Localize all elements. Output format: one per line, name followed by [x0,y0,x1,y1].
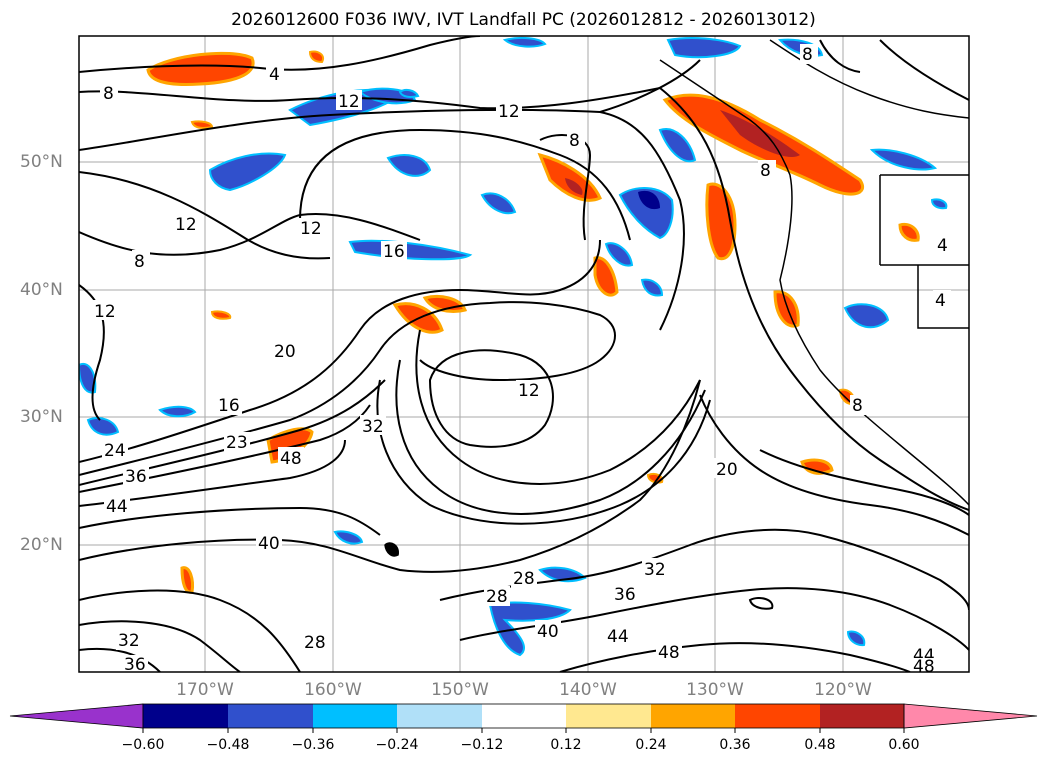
lat-label: 20°N [20,535,63,555]
colorbar-tick-label: −0.36 [291,737,335,753]
lat-label: 40°N [20,280,63,300]
lat-label: 30°N [20,407,63,427]
lon-label: 120°W [814,680,872,700]
colorbar-bin [313,704,397,728]
lon-label: 130°W [686,680,744,700]
colorbar-tick-label: 0.12 [550,737,582,753]
contour-label: 23 [226,433,248,453]
contour-label: 48 [658,643,680,663]
contour-label: 40 [258,534,280,554]
contour-label: 20 [274,342,296,362]
colorbar-bin [566,704,651,728]
contour-label: 8 [569,131,580,151]
contour-label: 28 [304,633,326,653]
lon-label: 160°W [304,680,362,700]
contour-label: 8 [134,252,145,272]
contour-label: 4 [937,236,948,256]
contour-label: 32 [118,631,140,651]
contour-label: 20 [716,460,738,480]
contour-label: 48 [280,449,302,469]
contour-label: 32 [644,560,666,580]
colorbar-bin [820,704,904,728]
colorbar [9,703,1038,733]
contour-labels: 4 8 12 12 8 8 12 12 8 16 12 20 16 12 24 … [92,44,953,677]
contour-label: 8 [802,45,813,65]
colorbar-bin [397,704,482,728]
lon-label: 150°W [431,680,489,700]
contour-label: 12 [175,215,197,235]
contour-label: 12 [498,102,520,122]
colorbar-tick-label: −0.24 [375,737,419,753]
colorbar-bin [143,704,228,728]
contour-label: 36 [614,585,636,605]
positive-pc-regions [146,50,920,594]
colorbar-extend-high [903,703,1038,729]
colorbar-extend-low [9,703,144,729]
contour-label: 28 [513,569,535,589]
contour-label: 44 [106,497,128,517]
colorbar-bin [735,704,820,728]
colorbar-tick-label: 0.36 [719,737,751,753]
colorbar-bin [228,704,313,728]
colorbar-tick-label: −0.48 [206,737,250,753]
lon-label: 140°W [559,680,617,700]
contour-label: 16 [383,242,405,262]
contour-label: 12 [338,92,360,112]
lon-label: 170°W [176,680,234,700]
map-background [79,36,969,672]
contour-label: 36 [124,655,146,675]
contour-label: 48 [913,657,935,677]
contour-label: 8 [103,84,114,104]
colorbar-tick-label: −0.60 [121,737,165,753]
colorbar-tick-label: 0.48 [804,737,836,753]
contour-label: 8 [760,161,771,181]
contour-label: 4 [935,291,946,311]
colorbar-tick-label: −0.12 [460,737,504,753]
contour-label: 44 [607,627,629,647]
contour-label: 12 [300,219,322,239]
lat-label: 50°N [20,152,63,172]
contour-label: 32 [362,417,384,437]
contour-label: 28 [486,587,508,607]
contour-label: 12 [94,302,116,322]
contour-label: 4 [269,65,280,85]
colorbar-tick-label: 0.24 [635,737,667,753]
colorbar-bin [651,704,735,728]
colorbar-bin [482,704,566,728]
colorbar-tick-label: 0.60 [888,737,920,753]
contour-label: 16 [218,396,240,416]
map-title: 2026012600 F036 IWV, IVT Landfall PC (20… [231,10,816,30]
map-border [78,35,970,673]
contour-label: 24 [104,441,126,461]
contour-label: 40 [537,622,559,642]
coastline [384,39,969,557]
contour-label: 12 [518,381,540,401]
contour-label: 8 [852,396,863,416]
contour-label: 36 [125,467,147,487]
